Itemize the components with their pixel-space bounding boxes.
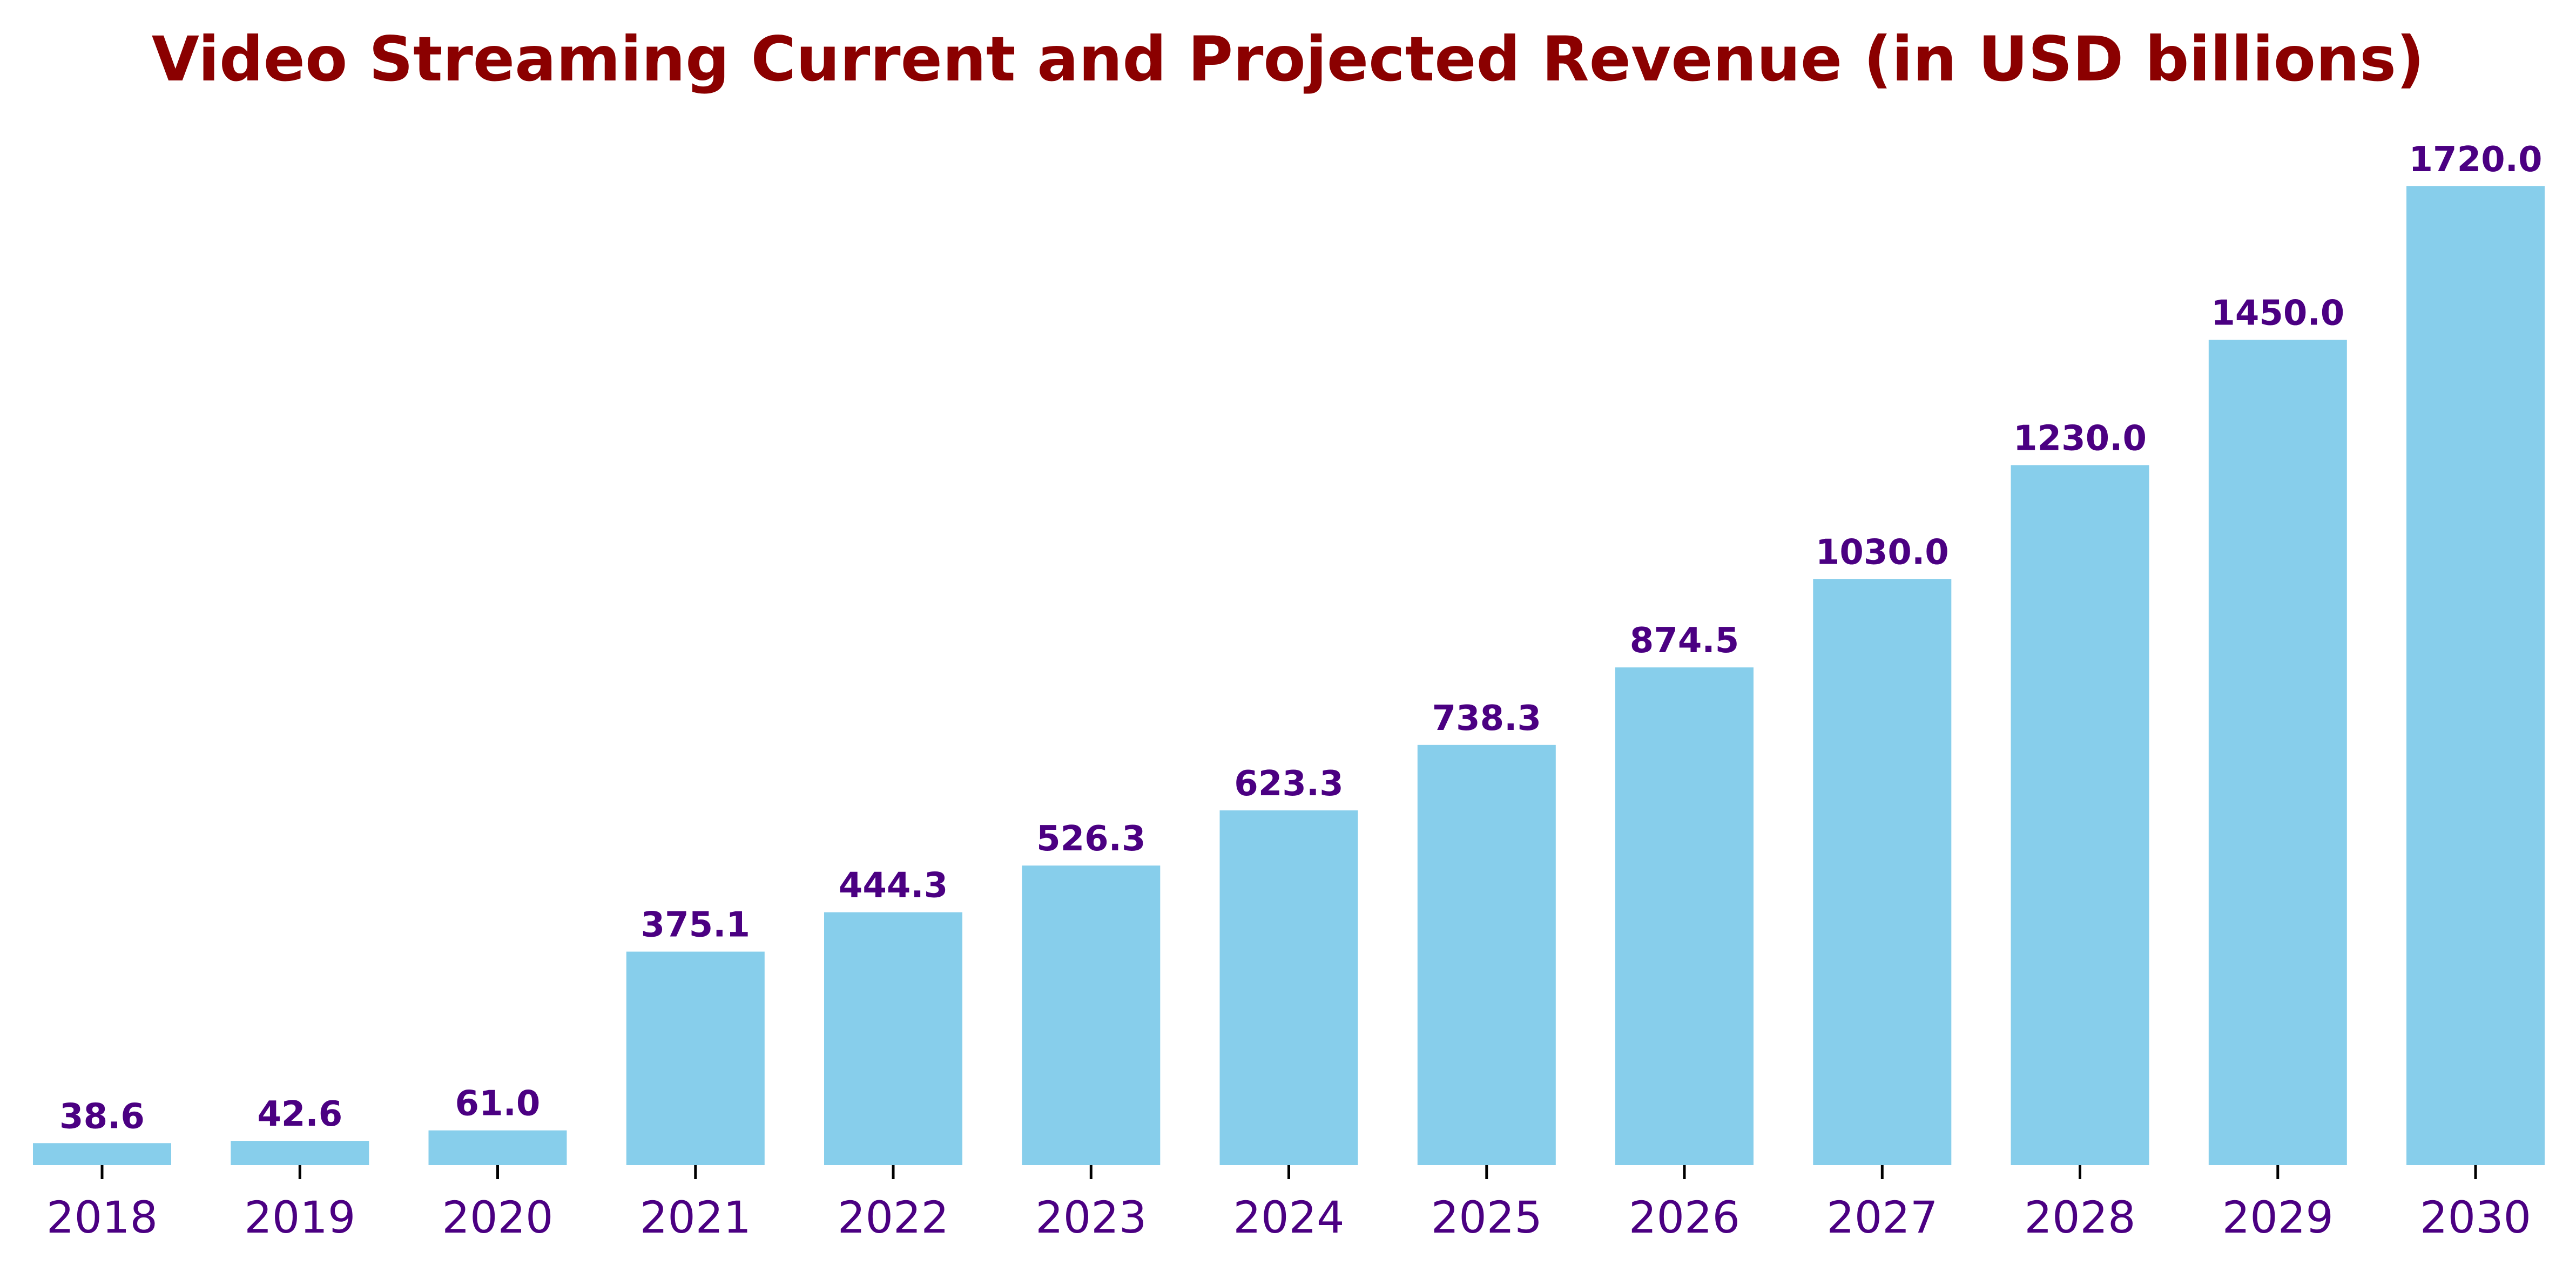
bars-group (33, 186, 2545, 1165)
x-tick-label-2027: 2027 (1826, 1193, 1938, 1243)
x-tick-label-2030: 2030 (2420, 1193, 2531, 1243)
value-label-2024: 623.3 (1234, 764, 1343, 804)
bar-2029 (2208, 340, 2347, 1165)
bar-2028 (2011, 465, 2149, 1165)
x-tick-label-2029: 2029 (2222, 1193, 2334, 1243)
x-tick-label-2024: 2024 (1233, 1193, 1344, 1243)
bar-2021 (626, 951, 765, 1165)
bar-2018 (33, 1143, 171, 1165)
bar-2022 (824, 912, 962, 1165)
x-tick-label-2026: 2026 (1629, 1193, 1740, 1243)
x-tick-label-2023: 2023 (1035, 1193, 1147, 1243)
value-label-2025: 738.3 (1432, 699, 1541, 739)
value-label-2027: 1030.0 (1816, 532, 1949, 572)
value-label-2022: 444.3 (839, 866, 948, 906)
value-label-2023: 526.3 (1036, 819, 1145, 859)
x-tick-label-2022: 2022 (838, 1193, 949, 1243)
x-tick-label-2019: 2019 (244, 1193, 355, 1243)
value-label-2018: 38.6 (59, 1097, 145, 1136)
x-tick-label-2025: 2025 (1431, 1193, 1542, 1243)
value-label-2026: 874.5 (1630, 621, 1739, 661)
bar-2024 (1219, 810, 1358, 1165)
value-label-2029: 1450.0 (2211, 294, 2344, 334)
value-label-2021: 375.1 (641, 905, 750, 945)
bar-2023 (1022, 865, 1161, 1165)
chart-title: Video Streaming Current and Projected Re… (151, 23, 2425, 95)
bar-2019 (231, 1141, 369, 1165)
bar-2030 (2406, 186, 2545, 1165)
value-labels-group: 38.6 42.6 61.0 375.1 444.3 526.3 623.3 738.3 874… (59, 140, 2542, 1136)
x-tick-label-2020: 2020 (442, 1193, 553, 1243)
value-label-2030: 1720.0 (2409, 140, 2543, 180)
x-tick-label-2021: 2021 (640, 1193, 751, 1243)
bar-2026 (1615, 667, 1754, 1165)
bar-2027 (1813, 579, 1952, 1165)
x-tick-label-2018: 2018 (46, 1193, 158, 1243)
value-label-2028: 1230.0 (2013, 419, 2147, 459)
bar-2025 (1417, 745, 1556, 1165)
value-label-2020: 61.0 (455, 1084, 541, 1124)
bar-2020 (428, 1130, 567, 1165)
x-axis-ticks-group: 2018 2019 2020 2021 2022 2023 2024 2025 2026 2027… (46, 1165, 2531, 1243)
value-label-2019: 42.6 (257, 1094, 342, 1134)
x-tick-label-2028: 2028 (2024, 1193, 2135, 1243)
